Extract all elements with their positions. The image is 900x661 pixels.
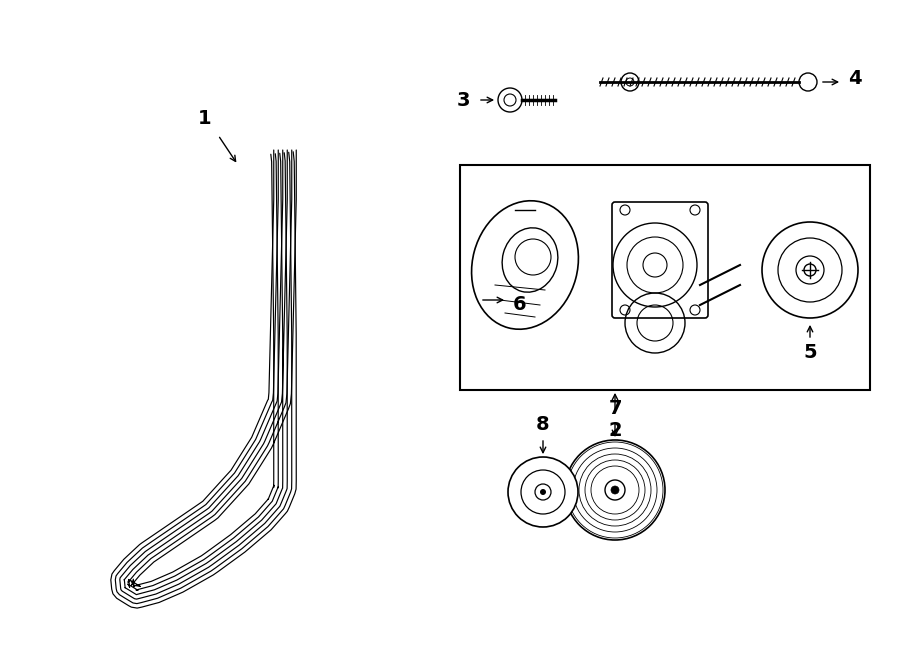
Circle shape xyxy=(540,489,546,495)
Bar xyxy=(460,165,870,390)
Circle shape xyxy=(565,440,665,540)
Circle shape xyxy=(508,457,578,527)
Text: 2: 2 xyxy=(608,420,622,440)
Circle shape xyxy=(804,264,816,276)
Text: 6: 6 xyxy=(513,295,526,315)
Text: 3: 3 xyxy=(456,91,470,110)
Circle shape xyxy=(611,486,619,494)
Text: 4: 4 xyxy=(848,69,862,87)
Text: 5: 5 xyxy=(803,342,817,362)
Text: 8: 8 xyxy=(536,414,550,434)
Text: 7: 7 xyxy=(608,399,622,418)
Text: 1: 1 xyxy=(198,108,212,128)
